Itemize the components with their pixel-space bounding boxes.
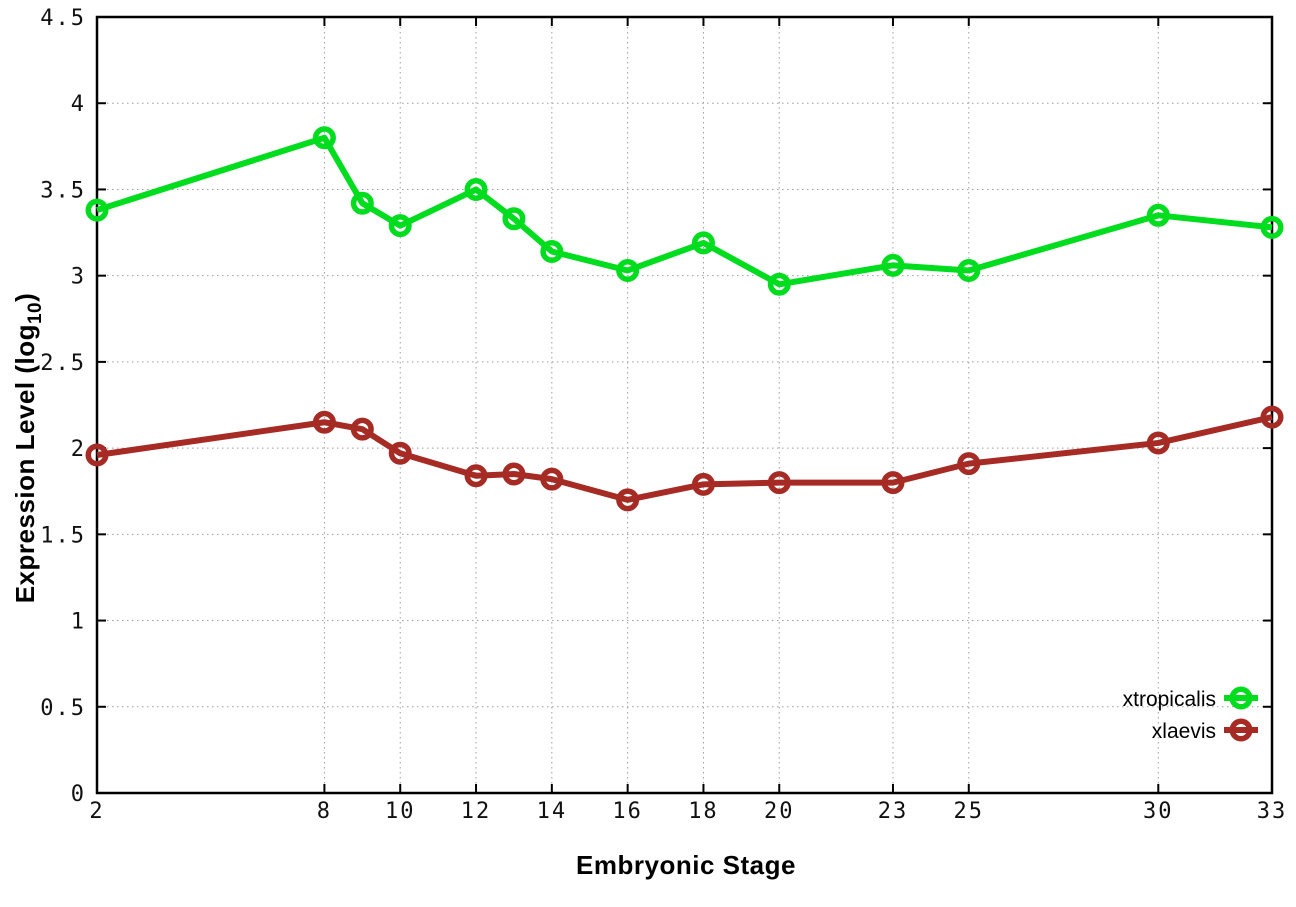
y-tick-label: 1.5 — [40, 523, 86, 548]
axis-ticks — [96, 16, 1273, 794]
plot-border — [95, 15, 1274, 795]
y-tick-label: 0 — [71, 782, 86, 807]
data-point-marker — [881, 471, 905, 495]
x-tick-label: 10 — [385, 799, 416, 824]
data-point-marker — [1146, 203, 1170, 227]
x-tick-label: 2 — [89, 799, 104, 824]
y-tick-label: 4 — [71, 92, 86, 117]
y-tick-label: 3 — [71, 265, 86, 290]
data-point-marker — [464, 177, 488, 201]
legend-marker-samples — [1224, 686, 1258, 742]
data-point-marker — [767, 272, 791, 296]
data-point-marker — [540, 467, 564, 491]
y-tick-label: 3.5 — [40, 178, 86, 203]
data-point-marker — [350, 191, 374, 215]
data-point-marker — [350, 417, 374, 441]
legend-marker-sample — [1229, 718, 1253, 742]
data-point-marker — [540, 240, 564, 264]
gridlines — [96, 16, 1273, 794]
data-point-marker — [388, 214, 412, 238]
x-tick-label: 16 — [612, 799, 643, 824]
x-tick-label: 14 — [537, 799, 568, 824]
data-point-marker — [616, 258, 640, 282]
y-axis-title-subscript: 10 — [25, 302, 46, 324]
x-tick-label: 8 — [317, 799, 332, 824]
series-line — [96, 414, 1273, 503]
data-point-marker — [312, 126, 336, 150]
x-tick-label: 20 — [764, 799, 795, 824]
series-xtropicalis — [85, 126, 1284, 296]
data-series — [85, 126, 1284, 512]
y-axis-title-post: ) — [10, 293, 40, 302]
x-tick-label: 18 — [688, 799, 719, 824]
legend-marker-sample — [1229, 686, 1253, 710]
x-tick-label: 25 — [954, 799, 985, 824]
data-point-marker — [464, 464, 488, 488]
x-tick-label: 33 — [1257, 799, 1288, 824]
data-point-marker — [1260, 215, 1284, 239]
tick-labels: 2 8 10 12 14 16 18 20 23 25 30 33 0 0.5 1 1.5 2 2.5 3 3.5 4 4… — [40, 6, 1288, 824]
series-line — [96, 134, 1273, 288]
data-point-marker — [957, 258, 981, 282]
x-tick-label: 30 — [1143, 799, 1174, 824]
y-tick-label: 2.5 — [40, 351, 86, 376]
x-tick-label: 12 — [461, 799, 492, 824]
legend: xtropicalis xlaevis — [1123, 688, 1216, 743]
data-point-marker — [1260, 405, 1284, 429]
legend-label-xtropicalis: xtropicalis — [1123, 688, 1216, 711]
y-tick-label: 4.5 — [40, 6, 86, 31]
data-point-marker — [691, 231, 715, 255]
x-tick-label: 23 — [878, 799, 909, 824]
data-point-marker — [881, 253, 905, 277]
data-point-marker — [85, 198, 109, 222]
x-axis-title: Embryonic Stage — [576, 850, 796, 880]
data-point-marker — [957, 452, 981, 476]
y-tick-label: 2 — [71, 437, 86, 462]
data-point-marker — [691, 472, 715, 496]
y-axis-title: Expression Level (log10) — [10, 293, 46, 604]
data-point-marker — [767, 471, 791, 495]
data-point-marker — [616, 488, 640, 512]
data-point-marker — [1146, 431, 1170, 455]
plot-border-rect — [95, 15, 1274, 795]
data-point-marker — [388, 441, 412, 465]
legend-label-xlaevis: xlaevis — [1152, 720, 1216, 743]
series-xlaevis — [85, 405, 1284, 512]
y-tick-label: 1 — [71, 610, 86, 635]
data-point-marker — [502, 207, 526, 231]
data-point-marker — [85, 443, 109, 467]
y-tick-label: 0.5 — [40, 696, 86, 721]
data-point-marker — [502, 462, 526, 486]
y-axis-title-pre: Expression Level (log — [10, 324, 40, 603]
data-point-marker — [312, 410, 336, 434]
